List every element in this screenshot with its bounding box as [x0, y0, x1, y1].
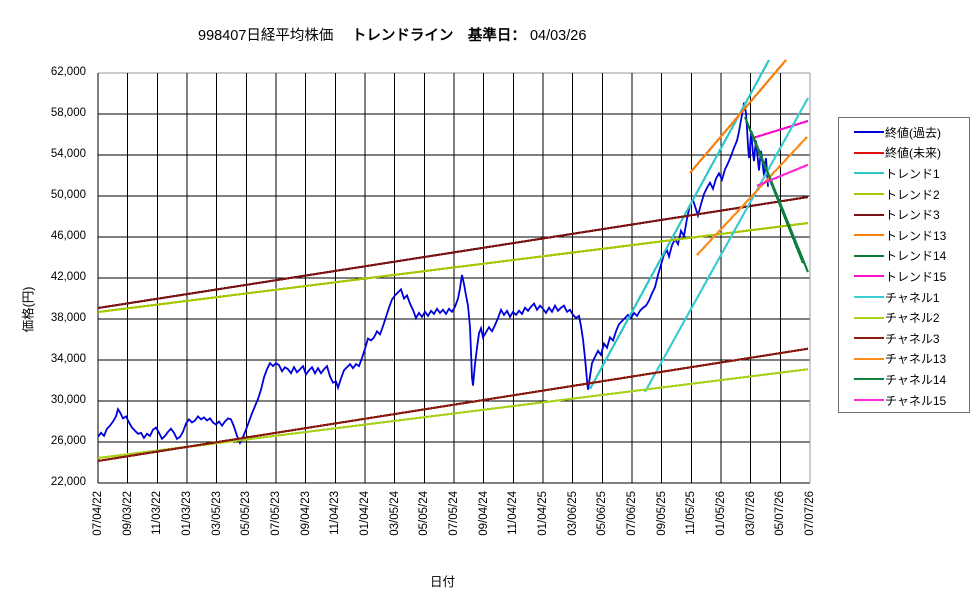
legend-swatch-close_past [854, 131, 884, 134]
x-tick-label: 03/06/25 [566, 491, 579, 536]
x-tick-label: 07/05/24 [448, 491, 460, 536]
series-channel14 [749, 130, 810, 273]
series-channel1 [644, 97, 809, 393]
x-tick-label: 05/05/24 [418, 491, 431, 536]
series-trend3 [97, 195, 809, 310]
x-tick-label: 03/07/26 [744, 491, 757, 536]
x-tick-label: 09/05/25 [655, 491, 668, 536]
y-tick-label: 26,000 [50, 435, 86, 447]
legend-swatch-channel1 [854, 296, 884, 299]
legend-item-channel2: チャネル2 [839, 307, 969, 328]
x-axis-title: 日付 [430, 575, 456, 589]
y-tick-label: 54,000 [50, 148, 86, 160]
legend-swatch-trend13 [854, 234, 884, 237]
legend-item-trend14: トレンド14 [839, 246, 969, 267]
y-tick-label: 46,000 [50, 230, 86, 242]
legend-label: トレンド13 [885, 228, 947, 243]
series-trend13 [689, 59, 787, 174]
x-tick-label: 11/04/23 [329, 491, 342, 535]
legend-item-trend1: トレンド1 [839, 163, 969, 184]
x-tick-label: 07/07/26 [804, 491, 816, 536]
x-tick-label: 01/05/26 [715, 491, 727, 536]
legend-item-channel1: チャネル1 [839, 287, 969, 308]
series-channel13 [696, 136, 808, 256]
series-trend2 [97, 221, 809, 314]
x-tick-label: 05/06/25 [596, 491, 609, 536]
y-tick-label: 62,000 [50, 66, 86, 78]
chart-title-code: 998407日経平均株価 [198, 28, 334, 44]
x-tick-label: 11/04/24 [507, 491, 520, 535]
legend-item-channel3: チャネル3 [839, 328, 969, 349]
legend-swatch-channel13 [854, 357, 884, 360]
chart-title: 998407日経平均株価 トレンドライン 基準日： 04/03/26 [198, 24, 586, 45]
legend-item-channel13: チャネル13 [839, 349, 969, 370]
legend-label: トレンド3 [885, 208, 940, 223]
chart-title-base-date: 04/03/26 [525, 28, 587, 44]
x-tick-label: 09/04/23 [299, 491, 312, 536]
legend-label: トレンド1 [885, 166, 940, 181]
y-tick-label: 30,000 [50, 394, 86, 406]
legend-label: 終値(未来) [885, 146, 941, 161]
y-tick-label: 50,000 [50, 189, 86, 201]
series-channel15 [756, 163, 809, 187]
legend-item-trend2: トレンド2 [839, 184, 969, 205]
x-tick-label: 09/03/22 [121, 491, 134, 536]
series-channel3 [97, 347, 809, 463]
legend-swatch-trend1 [854, 172, 884, 175]
x-tick-label: 09/04/24 [477, 491, 490, 536]
legend-label: 終値(過去) [885, 125, 941, 140]
legend-label: チャネル2 [885, 311, 940, 326]
y-axis-title: 価格(円) [21, 286, 36, 333]
legend-swatch-channel15 [854, 399, 884, 402]
legend-swatch-trend15 [854, 275, 884, 278]
legend-swatch-close_future [854, 151, 884, 154]
series-trend1 [589, 59, 770, 390]
legend-swatch-channel2 [854, 316, 884, 319]
x-tick-label: 07/06/25 [626, 491, 638, 536]
x-tick-label: 07/05/23 [270, 491, 282, 536]
legend-item-channel15: チャネル15 [839, 390, 969, 411]
x-tick-label: 11/03/22 [151, 491, 164, 535]
legend-label: チャネル1 [885, 290, 940, 305]
series-trend15 [752, 119, 809, 140]
legend-label: トレンド15 [885, 269, 947, 284]
x-tick-label: 05/07/26 [774, 491, 787, 536]
x-tick-label: 01/04/24 [359, 491, 371, 536]
series-close_past [97, 102, 769, 446]
legend-label: チャネル15 [885, 393, 947, 408]
legend-item-trend3: トレンド3 [839, 204, 969, 225]
legend-item-close_past: 終値(過去) [839, 122, 969, 143]
y-tick-label: 42,000 [50, 271, 86, 283]
legend-item-channel14: チャネル14 [839, 369, 969, 390]
x-tick-label: 03/05/24 [388, 491, 401, 536]
x-tick-label: 01/03/23 [181, 491, 193, 536]
x-tick-label: 03/05/23 [210, 491, 223, 536]
x-tick-label: 05/05/23 [240, 491, 253, 536]
legend-swatch-trend14 [854, 254, 884, 257]
legend-item-trend15: トレンド15 [839, 266, 969, 287]
legend-swatch-channel14 [854, 378, 884, 381]
y-tick-label: 58,000 [50, 107, 86, 119]
y-tick-label: 22,000 [50, 476, 86, 488]
y-tick-label: 34,000 [50, 353, 86, 365]
legend-label: チャネル14 [885, 372, 947, 387]
y-tick-label: 38,000 [50, 312, 86, 324]
x-tick-label: 11/05/25 [685, 491, 698, 535]
legend-label: チャネル13 [885, 352, 947, 367]
legend-label: チャネル3 [885, 331, 940, 346]
legend-box: 終値(過去) 終値(未来) トレンド1 トレンド2 トレンド3 トレンド13 トレンド14 ト… [838, 117, 970, 413]
chart-title-mode: トレンドライン 基準日： [333, 28, 526, 44]
legend-swatch-channel3 [854, 337, 884, 340]
legend-item-trend13: トレンド13 [839, 225, 969, 246]
x-tick-label: 07/04/22 [92, 491, 104, 536]
legend-item-close_future: 終値(未来) [839, 143, 969, 164]
legend-swatch-trend3 [854, 213, 884, 216]
legend-label: トレンド2 [885, 187, 940, 202]
x-tick-label: 01/04/25 [537, 491, 549, 536]
legend-label: トレンド14 [885, 249, 947, 264]
legend-swatch-trend2 [854, 193, 884, 196]
